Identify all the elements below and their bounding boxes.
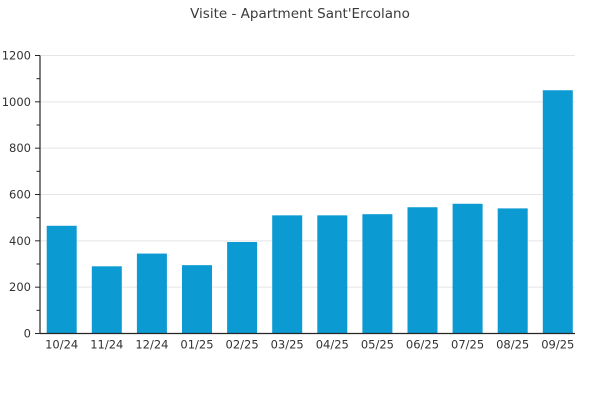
gridlines-group	[40, 55, 575, 288]
y-tick-label-400: 400	[9, 234, 31, 248]
y-tick-label-1000: 1000	[2, 95, 31, 109]
y-tick-label-1200: 1200	[2, 49, 31, 63]
x-tick-label-06/25: 06/25	[406, 338, 439, 352]
x-tick-label-04/25: 04/25	[316, 338, 349, 352]
bar-12/24	[136, 253, 167, 334]
bar-04/25	[317, 215, 348, 334]
x-tick-label-10/24: 10/24	[45, 338, 78, 352]
bar-06/25	[407, 207, 438, 334]
x-tick-label-01/25: 01/25	[180, 338, 213, 352]
x-tick-label-07/25: 07/25	[451, 338, 484, 352]
bar-01/25	[182, 265, 212, 334]
bar-09/25	[542, 90, 573, 334]
x-tick-label-09/25: 09/25	[541, 338, 574, 352]
x-tick-label-02/25: 02/25	[226, 338, 259, 352]
bar-03/25	[272, 215, 303, 334]
y-tick-label-800: 800	[9, 141, 31, 155]
bar-10/24	[46, 225, 77, 334]
x-tick-label-05/25: 05/25	[361, 338, 394, 352]
bar-08/25	[497, 208, 528, 334]
bar-07/25	[452, 203, 483, 334]
x-tick-label-12/24: 12/24	[135, 338, 168, 352]
y-tick-label-600: 600	[9, 188, 31, 202]
x-tick-label-08/25: 08/25	[496, 338, 529, 352]
chart-title: Visite - Apartment Sant'Ercolano	[190, 6, 410, 22]
bar-11/24	[91, 266, 122, 334]
bars-group	[46, 90, 573, 334]
x-tick-label-03/25: 03/25	[271, 338, 304, 352]
y-axis-group: 0 200 400 600 800 1000 1200	[2, 49, 41, 341]
y-tick-label-200: 200	[9, 280, 31, 294]
bar-05/25	[362, 214, 393, 334]
y-tick-label-0: 0	[24, 327, 31, 341]
x-axis-group: 10/24 11/24 12/24 01/25 02/25 03/25 04/25 05/25…	[40, 332, 575, 352]
bar-02/25	[227, 241, 258, 334]
x-tick-label-11/24: 11/24	[90, 338, 123, 352]
